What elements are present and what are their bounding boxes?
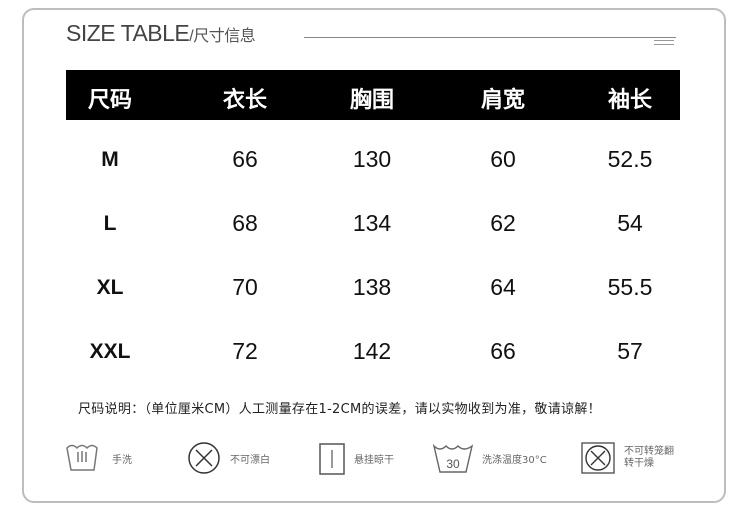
care-label: 不可转笼翻转干燥 bbox=[624, 446, 674, 469]
header-cell: 胸围 bbox=[349, 88, 394, 113]
value-cell: 57 bbox=[617, 338, 643, 364]
value-cell: 55.5 bbox=[607, 274, 653, 300]
value-cell: 72 bbox=[232, 338, 258, 364]
care-label: 悬挂晾干 bbox=[354, 454, 394, 466]
wash-30-icon: 30 bbox=[432, 443, 474, 473]
header-cell: 肩宽 bbox=[480, 88, 525, 113]
size-note: 尺码说明：（单位厘米CM）人工测量存在1-2CM的误差，请以实物收到为准，敬请谅… bbox=[78, 402, 601, 417]
hang-dry-icon bbox=[319, 443, 345, 475]
value-cell: 138 bbox=[352, 274, 392, 300]
value-cell: 60 bbox=[490, 146, 516, 172]
header-cell: 衣长 bbox=[222, 88, 267, 113]
size-cell: L bbox=[103, 212, 117, 235]
size-cell: XXL bbox=[89, 340, 131, 363]
title-sub: /尺寸信息 bbox=[189, 28, 256, 45]
page-title: SIZE TABLE/尺寸信息 bbox=[66, 20, 256, 47]
title-main: SIZE TABLE bbox=[66, 20, 190, 46]
value-cell: 66 bbox=[232, 146, 258, 172]
divider-dash bbox=[654, 44, 674, 45]
table-frame bbox=[22, 8, 726, 503]
value-cell: 52.5 bbox=[607, 146, 653, 172]
care-item: 手洗 bbox=[64, 440, 132, 476]
value-cell: 66 bbox=[490, 338, 516, 364]
care-item: 悬挂晾干 bbox=[318, 440, 394, 476]
care-label: 洗涤温度30°C bbox=[482, 454, 547, 466]
header-cell: 尺码 bbox=[87, 88, 132, 113]
table-header: 尺码 衣长 胸围 肩宽 袖长 bbox=[66, 70, 680, 120]
divider-dash bbox=[654, 40, 674, 41]
hand-wash-icon bbox=[66, 444, 98, 471]
care-item: 30 洗涤温度30°C bbox=[432, 440, 547, 476]
care-item: 不可漂白 bbox=[186, 440, 270, 476]
header-cell: 袖长 bbox=[607, 88, 652, 113]
value-cell: 142 bbox=[352, 338, 392, 364]
value-cell: 134 bbox=[352, 210, 392, 236]
size-cell: M bbox=[101, 148, 119, 171]
care-item: 不可转笼翻转干燥 bbox=[580, 440, 674, 476]
value-cell: 130 bbox=[352, 146, 392, 172]
value-cell: 64 bbox=[490, 274, 516, 300]
size-cell: XL bbox=[96, 276, 124, 299]
value-cell: 62 bbox=[490, 210, 516, 236]
value-cell: 68 bbox=[232, 210, 258, 236]
care-label: 手洗 bbox=[112, 454, 132, 466]
svg-text:30: 30 bbox=[446, 457, 460, 471]
care-label: 不可漂白 bbox=[230, 454, 270, 466]
no-tumble-dry-icon bbox=[581, 442, 615, 474]
value-cell: 54 bbox=[617, 210, 643, 236]
divider bbox=[304, 37, 676, 38]
no-bleach-icon bbox=[188, 442, 220, 474]
value-cell: 70 bbox=[232, 274, 258, 300]
